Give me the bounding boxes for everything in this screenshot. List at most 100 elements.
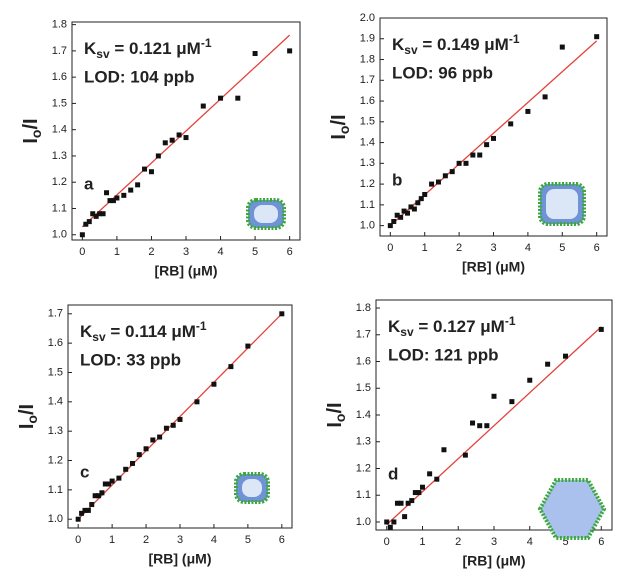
ksv-symbol: K bbox=[80, 322, 93, 341]
data-point bbox=[442, 173, 448, 179]
ksv-subscript: sv bbox=[92, 330, 106, 344]
data-point bbox=[411, 206, 417, 212]
data-point bbox=[509, 399, 515, 405]
data-point bbox=[441, 447, 447, 453]
y-axis-label: Io/I bbox=[324, 402, 347, 427]
particle-icon bbox=[537, 478, 607, 540]
data-point bbox=[401, 208, 407, 214]
data-point bbox=[123, 466, 129, 472]
particle-core bbox=[546, 189, 578, 219]
ksv-symbol: K bbox=[84, 39, 97, 58]
y-tick-label: 1.4 bbox=[48, 396, 63, 408]
y-label-rest: /I bbox=[328, 114, 350, 125]
data-point bbox=[129, 460, 135, 466]
data-point bbox=[422, 191, 428, 197]
y-tick-label: 1.4 bbox=[360, 136, 375, 148]
data-point bbox=[200, 103, 206, 109]
y-tick-label: 1.7 bbox=[48, 308, 63, 320]
lod-annotation: LOD: 33 ppb bbox=[80, 350, 181, 369]
x-tick-label: 1 bbox=[109, 534, 115, 546]
data-point bbox=[194, 399, 200, 405]
y-tick-label: 2.0 bbox=[360, 12, 375, 24]
data-point bbox=[398, 214, 404, 220]
ksv-value: = 0.114 μM bbox=[106, 322, 196, 341]
data-point bbox=[228, 364, 234, 370]
lod-annotation: LOD: 104 ppb bbox=[84, 67, 195, 86]
data-point bbox=[136, 452, 142, 458]
data-point bbox=[110, 198, 116, 204]
x-tick-label: 2 bbox=[455, 536, 461, 548]
data-point bbox=[142, 166, 148, 172]
data-point bbox=[391, 519, 397, 525]
x-axis-label: [RB] (μM) bbox=[149, 551, 212, 567]
data-point bbox=[387, 223, 393, 229]
data-point bbox=[559, 44, 565, 50]
data-point bbox=[405, 210, 411, 216]
data-point bbox=[96, 493, 102, 499]
data-point bbox=[99, 490, 105, 496]
data-point bbox=[477, 423, 483, 429]
data-point bbox=[143, 446, 149, 452]
y-axis-label: Io/I bbox=[16, 404, 39, 429]
y-label-main: I bbox=[324, 422, 346, 428]
y-label-main: I bbox=[20, 138, 42, 144]
data-point bbox=[542, 94, 548, 100]
fit-line bbox=[386, 326, 602, 526]
data-point bbox=[135, 182, 141, 188]
data-point bbox=[211, 381, 217, 387]
data-point bbox=[463, 160, 469, 166]
ksv-symbol: K bbox=[388, 317, 401, 336]
x-tick-label: 1 bbox=[114, 246, 120, 258]
x-tick-label: 3 bbox=[177, 534, 183, 546]
x-axis-label: [RB] (μM) bbox=[463, 553, 526, 569]
data-point bbox=[491, 393, 497, 399]
ksv-annotation: Ksv = 0.114 μM-1 bbox=[80, 319, 207, 344]
y-tick-label: 1.0 bbox=[356, 516, 371, 528]
ksv-annotation: Ksv = 0.127 μM-1 bbox=[388, 314, 516, 339]
data-point bbox=[598, 326, 604, 332]
data-point bbox=[157, 434, 163, 440]
x-tick-label: 5 bbox=[252, 246, 258, 258]
ksv-superscript: -1 bbox=[196, 319, 207, 333]
x-tick-label: 3 bbox=[491, 536, 497, 548]
y-label-subscript: o bbox=[28, 130, 44, 139]
data-point bbox=[148, 169, 154, 175]
y-tick-label: 1.2 bbox=[48, 454, 63, 466]
data-point bbox=[449, 169, 455, 175]
data-point bbox=[169, 137, 175, 143]
x-tick-label: 6 bbox=[279, 534, 285, 546]
data-point bbox=[109, 478, 115, 484]
x-tick-label: 2 bbox=[148, 246, 154, 258]
data-point bbox=[100, 211, 106, 217]
x-tick-label: 0 bbox=[384, 536, 390, 548]
data-point bbox=[477, 152, 483, 158]
y-axis-label: Io/I bbox=[328, 114, 351, 139]
x-tick-label: 4 bbox=[211, 534, 217, 546]
y-tick-label: 1.7 bbox=[356, 329, 371, 341]
x-tick-label: 5 bbox=[245, 534, 251, 546]
data-point bbox=[121, 192, 127, 198]
data-point bbox=[170, 422, 176, 428]
ksv-value: = 0.127 μM bbox=[414, 317, 505, 336]
y-tick-label: 1.9 bbox=[360, 33, 375, 45]
ksv-superscript: -1 bbox=[201, 36, 212, 50]
x-tick-label: 6 bbox=[594, 242, 600, 254]
data-point bbox=[83, 221, 89, 227]
data-point bbox=[114, 195, 120, 201]
ksv-value: = 0.149 μM bbox=[418, 35, 509, 54]
y-tick-label: 1.6 bbox=[48, 337, 63, 349]
fit-line bbox=[81, 34, 291, 228]
data-point bbox=[470, 420, 476, 426]
particle-core bbox=[242, 479, 262, 497]
y-tick-label: 1.0 bbox=[48, 513, 63, 525]
y-tick-label: 1.8 bbox=[360, 53, 375, 65]
ksv-subscript: sv bbox=[400, 325, 414, 339]
data-point bbox=[97, 211, 103, 217]
data-point bbox=[245, 343, 251, 349]
data-point bbox=[116, 475, 122, 481]
panel-label: c bbox=[80, 462, 89, 481]
data-point bbox=[470, 152, 476, 158]
y-label-main: I bbox=[328, 134, 350, 140]
x-tick-label: 3 bbox=[183, 246, 189, 258]
